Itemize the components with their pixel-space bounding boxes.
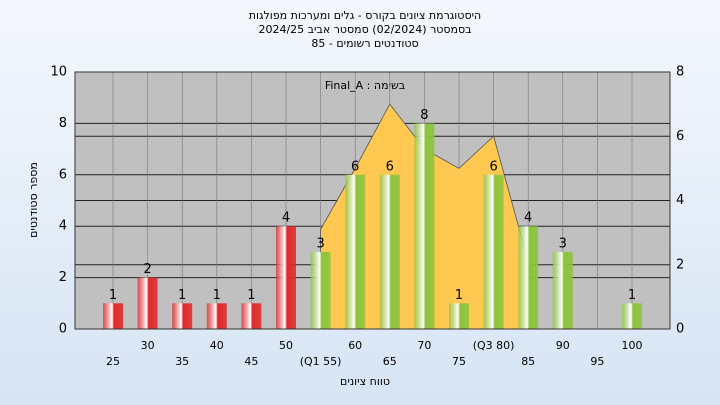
x-tick-label: (Q3 80): [473, 339, 515, 352]
bar: [518, 226, 539, 329]
x-axis-label: טווח ציונים: [340, 375, 390, 388]
title-line: בסמסטר (02/2024) סמסטר אביב 2024/25: [258, 23, 471, 36]
bar: [206, 303, 227, 329]
value-label: 1: [247, 288, 255, 303]
title-line: סטודנטים רשומים - 85: [311, 37, 418, 50]
x-tick-label: 40: [210, 339, 224, 352]
x-tick-label: 35: [175, 355, 189, 368]
y-tick-label: 10: [50, 65, 67, 80]
x-tick-label: 45: [244, 355, 258, 368]
y2-tick-label: 2: [676, 257, 684, 272]
plot-border: [74, 71, 671, 330]
x-tick-label: 100: [622, 339, 643, 352]
bar: [103, 303, 123, 329]
value-label: 6: [489, 159, 497, 174]
bar: [449, 303, 469, 329]
y-axis-label: מספר סטודנטים: [27, 162, 40, 238]
x-tick-label: 30: [141, 339, 155, 352]
value-label: 1: [178, 288, 186, 303]
x-tick-label: 90: [556, 339, 570, 352]
y-tick-label: 2: [59, 270, 67, 285]
x-tick-label: 25: [106, 355, 120, 368]
bar: [345, 174, 366, 329]
value-label: 4: [282, 211, 290, 226]
x-tick-label: (Q1 55): [300, 355, 342, 368]
value-label: 1: [455, 288, 463, 303]
bar: [241, 303, 262, 329]
bar: [276, 226, 296, 329]
y-tick-label: 6: [59, 167, 67, 182]
y2-tick-label: 6: [676, 129, 684, 144]
value-label: 2: [143, 262, 151, 277]
y-tick-label: 8: [59, 116, 67, 131]
bar: [552, 251, 573, 329]
bar: [379, 174, 400, 329]
x-tick-label: 60: [348, 339, 362, 352]
value-label: 6: [386, 159, 394, 174]
x-tick-label: 85: [521, 355, 535, 368]
title-line: היסטוגרמת ציונים בקורס - גלים ומערכות מפ…: [249, 9, 481, 22]
value-label: 6: [351, 159, 359, 174]
y2-tick-label: 4: [676, 193, 684, 208]
y2-tick-label: 0: [676, 322, 684, 337]
x-tick-label: 95: [590, 355, 604, 368]
bar: [310, 251, 331, 329]
bar: [483, 174, 504, 329]
value-label: 3: [559, 236, 567, 251]
bar: [414, 123, 435, 330]
x-tick-label: 50: [279, 339, 293, 352]
x-tick-label: 65: [383, 355, 397, 368]
value-label: 8: [420, 108, 428, 123]
x-tick-label: 75: [452, 355, 466, 368]
y-tick-label: 4: [59, 219, 67, 234]
value-label: 1: [628, 288, 636, 303]
bar: [622, 303, 642, 329]
value-label: 3: [316, 236, 324, 251]
annotation: Final_A : בשימה: [325, 79, 405, 92]
y2-tick-label: 8: [676, 65, 684, 80]
x-tick-label: 70: [417, 339, 431, 352]
y-tick-label: 0: [59, 322, 67, 337]
value-label: 1: [213, 288, 221, 303]
bar: [172, 303, 193, 329]
value-label: 1: [109, 288, 117, 303]
bar: [137, 277, 158, 329]
value-label: 4: [524, 211, 532, 226]
